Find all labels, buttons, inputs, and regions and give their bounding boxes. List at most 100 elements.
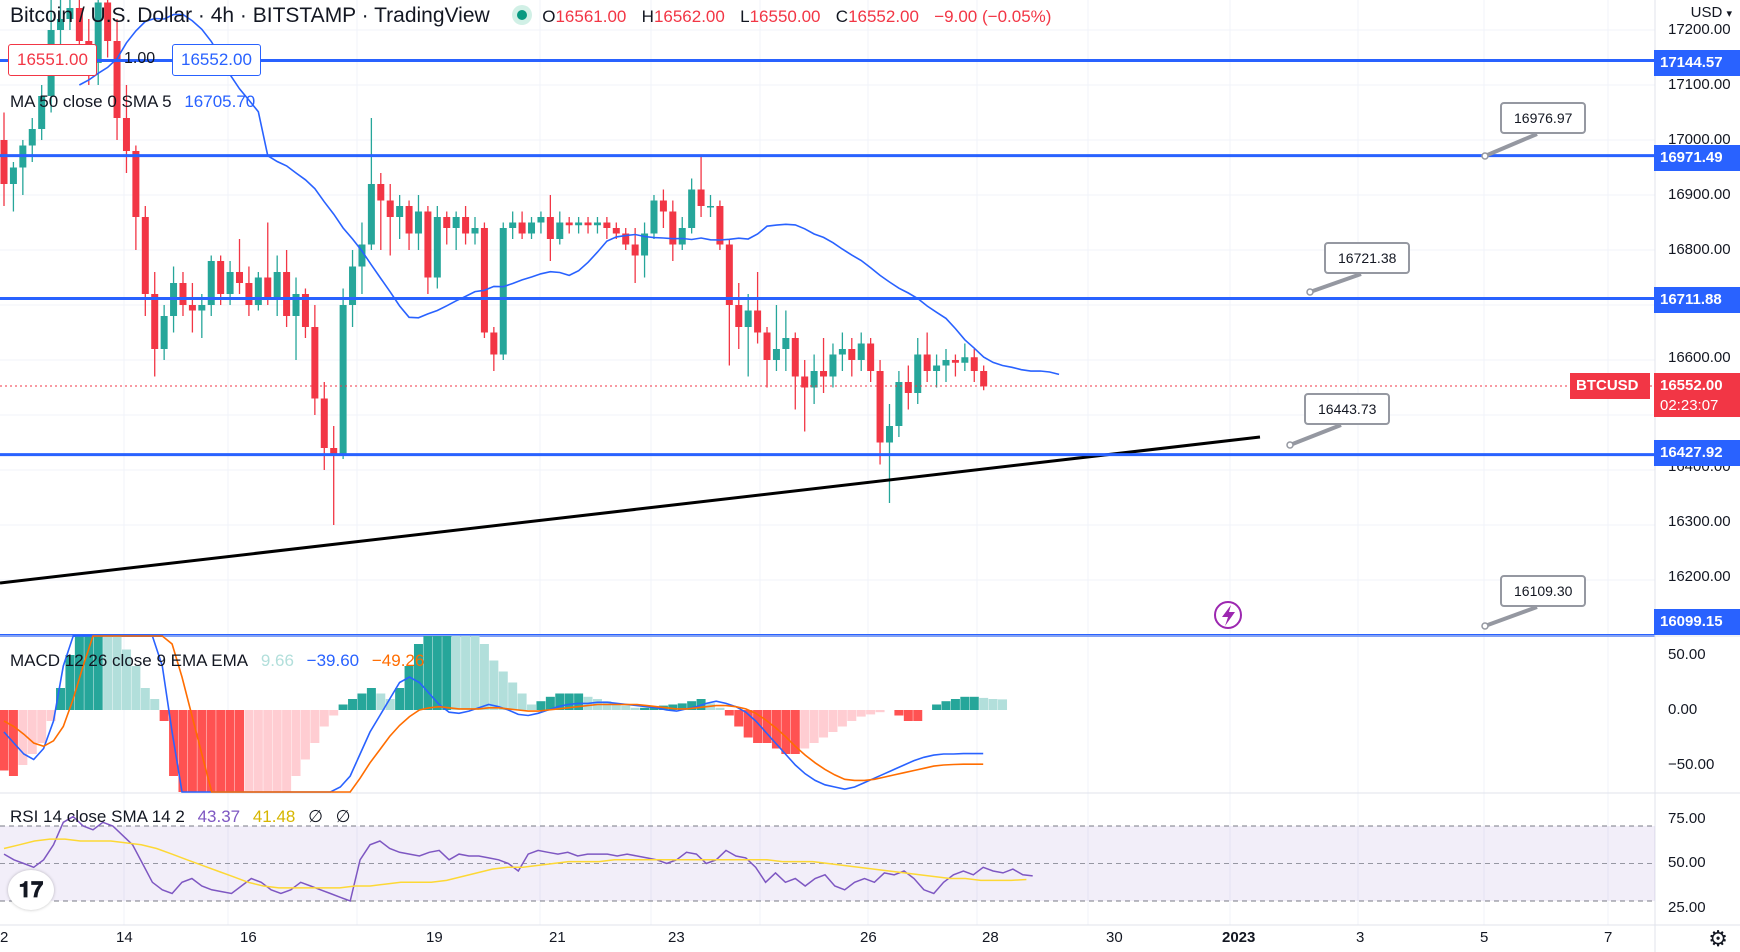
candle-body (123, 118, 130, 151)
macd-histogram-bar (480, 644, 489, 710)
candle (537, 212, 544, 234)
macd-histogram-bar (339, 705, 348, 711)
candle-body (264, 278, 271, 300)
time-tick-label: 30 (1106, 929, 1123, 946)
candle-body (415, 212, 422, 234)
macd-histogram-bar (781, 710, 790, 754)
candle (603, 217, 610, 239)
candle (585, 217, 592, 234)
candle (10, 162, 17, 212)
callout-anchor (1307, 289, 1313, 295)
ohlc-high-key: H (642, 7, 654, 26)
last-price-value: 16552.00 (1660, 376, 1740, 396)
candle (650, 195, 657, 239)
candle (349, 250, 356, 327)
candle (283, 250, 290, 327)
candle-body (340, 305, 347, 454)
candle-body (745, 311, 752, 328)
macd-histogram-bar (235, 710, 244, 792)
candle-body (886, 426, 893, 443)
bar-countdown: 02:23:07 (1660, 396, 1740, 416)
price-callout[interactable]: 16976.97 (1500, 102, 1586, 134)
ohlc-open-key: O (542, 7, 555, 26)
price-callout[interactable]: 16109.30 (1500, 575, 1586, 607)
candle (368, 118, 375, 250)
ma-legend[interactable]: MA 50 close 0 SMA 5 16705.70 (10, 92, 263, 112)
macd-histogram-bar (150, 699, 159, 710)
candle (481, 223, 488, 339)
macd-histogram-bar (357, 694, 366, 711)
callout-pointer (1485, 134, 1537, 156)
candle-body (462, 217, 469, 234)
symbol-title[interactable]: Bitcoin / U.S. Dollar · 4h · BITSTAMP · … (10, 4, 490, 27)
alert-icon[interactable] (1215, 602, 1241, 628)
candle-body (961, 357, 968, 363)
candle (707, 195, 714, 217)
macd-histogram-bar (932, 705, 941, 711)
chevron-down-icon: ▾ (1726, 8, 1732, 20)
candle (566, 217, 573, 234)
callout-pointer (1310, 274, 1361, 292)
candle-body (773, 349, 780, 360)
candle-body (245, 283, 252, 305)
macd-tick-label: −50.00 (1668, 756, 1714, 773)
price-tick-label: 16200.00 (1668, 568, 1731, 585)
candle (330, 426, 337, 525)
candle (858, 333, 865, 372)
candle-body (10, 168, 17, 185)
macd-histogram-bar (489, 661, 498, 711)
candle (980, 366, 987, 391)
callout-pointer (1485, 607, 1537, 626)
level-price-label: 16099.15 (1654, 609, 1740, 635)
tradingview-logo-icon[interactable]: 𝟏𝟕 (8, 870, 54, 910)
candle (905, 366, 912, 410)
time-tick-label: 23 (668, 929, 685, 946)
macd-histogram-bar (37, 710, 46, 743)
macd-histogram-bar (292, 710, 301, 776)
market-status-icon (517, 10, 527, 20)
candle (490, 327, 497, 371)
candle-body (933, 366, 940, 372)
price-callout[interactable]: 16443.73 (1304, 393, 1390, 425)
time-tick-label: 3 (1356, 929, 1364, 946)
candle (961, 344, 968, 372)
candle-body (669, 212, 676, 245)
candle-body (29, 129, 36, 146)
candle-body (735, 305, 742, 327)
settings-gear-icon[interactable]: ⚙ (1708, 926, 1728, 952)
candle-body (321, 399, 328, 449)
buy-button[interactable]: 16552.00 (172, 44, 261, 76)
candle (396, 195, 403, 239)
macd-tick-label: 50.00 (1668, 646, 1706, 663)
candle-body (547, 217, 554, 239)
ohlc-close: 16552.00 (848, 7, 919, 26)
candle-body (754, 311, 761, 333)
candle-body (509, 223, 516, 229)
macd-histogram-bar (282, 710, 291, 792)
macd-histogram-bar (847, 710, 856, 721)
macd-histogram-bar (244, 710, 253, 792)
rsi-legend-label: RSI 14 close SMA 14 2 (10, 807, 185, 826)
candle-body (132, 151, 139, 217)
candle-body (217, 261, 224, 294)
candle (434, 206, 441, 289)
candle (189, 283, 196, 333)
candle (547, 195, 554, 261)
sell-button[interactable]: 16551.00 (8, 44, 97, 76)
price-callout[interactable]: 16721.38 (1324, 242, 1410, 274)
rsi-legend[interactable]: RSI 14 close SMA 14 2 43.37 41.48 ∅ ∅ (10, 807, 358, 827)
macd-histogram-bar (800, 710, 809, 749)
macd-histogram-bar (951, 699, 960, 710)
candle-body (867, 344, 874, 372)
candle-body (811, 371, 818, 388)
candle (443, 212, 450, 245)
candle (302, 289, 309, 339)
currency-selector[interactable]: USD ▾ (1691, 4, 1732, 21)
macd-legend[interactable]: MACD 12 26 close 9 EMA EMA 9.66 −39.60 −… (10, 651, 432, 671)
candle (745, 294, 752, 377)
candle (848, 338, 855, 377)
candle-body (792, 338, 799, 377)
candle (415, 195, 422, 250)
horizontal-levels (0, 60, 1655, 635)
macd-histogram-bar (141, 688, 150, 710)
